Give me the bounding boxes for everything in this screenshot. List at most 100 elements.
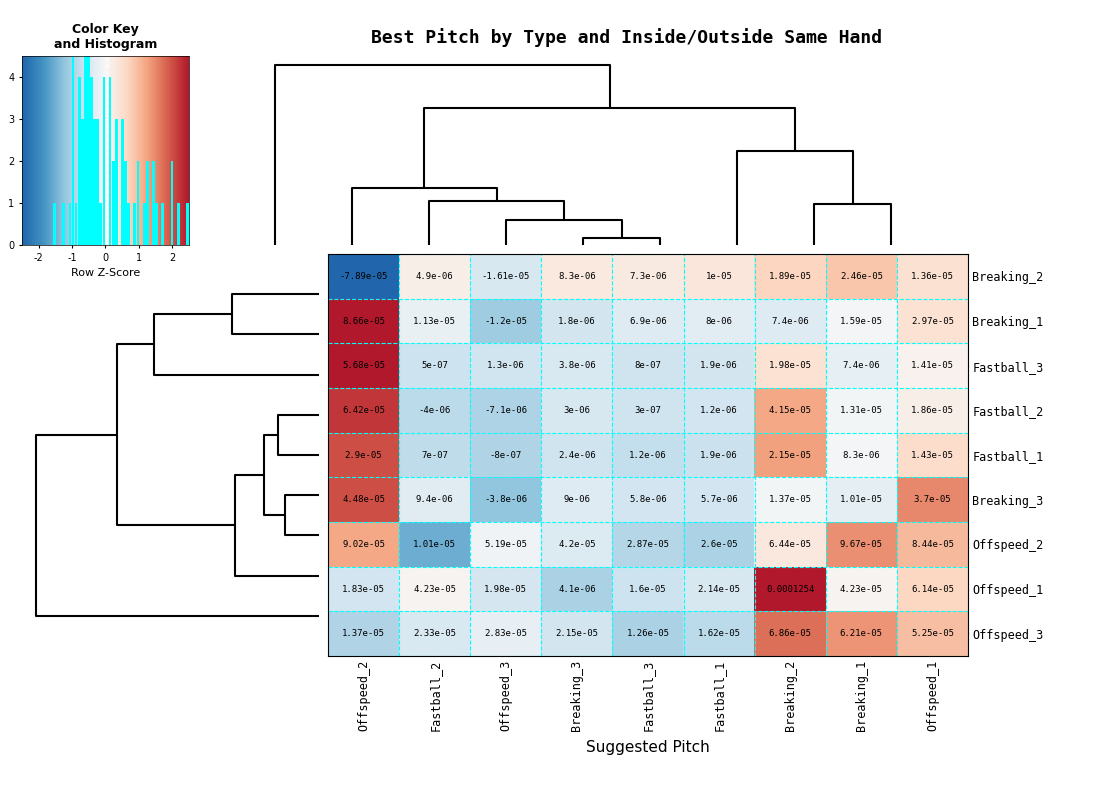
Text: 4.15e-05: 4.15e-05	[769, 406, 812, 415]
Text: 1.37e-05: 1.37e-05	[769, 495, 812, 504]
Text: 2.4e-06: 2.4e-06	[558, 450, 596, 459]
Text: 1.01e-05: 1.01e-05	[414, 540, 456, 549]
Text: 8.3e-06: 8.3e-06	[843, 450, 880, 459]
Bar	[143, 203, 145, 245]
Text: 1.37e-05: 1.37e-05	[342, 629, 385, 638]
Text: 1.8e-06: 1.8e-06	[558, 317, 596, 326]
Text: 5.68e-05: 5.68e-05	[342, 361, 385, 370]
Text: 1.9e-06: 1.9e-06	[701, 450, 738, 459]
Bar	[75, 203, 77, 245]
Text: 7.4e-06: 7.4e-06	[771, 317, 810, 326]
Bar	[72, 0, 75, 245]
X-axis label: Row Z-Score: Row Z-Score	[70, 268, 140, 278]
Text: 7.4e-06: 7.4e-06	[843, 361, 880, 370]
Text: 3.8e-06: 3.8e-06	[558, 361, 596, 370]
Text: 6.14e-05: 6.14e-05	[911, 585, 954, 594]
Bar	[112, 161, 114, 245]
Text: 8.3e-06: 8.3e-06	[558, 272, 596, 281]
Bar	[81, 119, 84, 245]
Text: 8e-06: 8e-06	[706, 317, 733, 326]
Text: 2.14e-05: 2.14e-05	[697, 585, 740, 594]
Text: 7.3e-06: 7.3e-06	[629, 272, 667, 281]
Bar	[128, 203, 130, 245]
Bar	[114, 119, 118, 245]
Text: 2.15e-05: 2.15e-05	[556, 629, 598, 638]
Text: 1.62e-05: 1.62e-05	[697, 629, 740, 638]
Bar	[170, 161, 174, 245]
Bar	[152, 161, 155, 245]
Text: 1.86e-05: 1.86e-05	[911, 406, 954, 415]
Text: -7.89e-05: -7.89e-05	[340, 272, 388, 281]
Text: 5.8e-06: 5.8e-06	[629, 495, 667, 504]
Text: 6.9e-06: 6.9e-06	[629, 317, 667, 326]
Text: 4.2e-05: 4.2e-05	[558, 540, 596, 549]
Text: 6.42e-05: 6.42e-05	[342, 406, 385, 415]
Text: 0.0001254: 0.0001254	[766, 585, 814, 594]
Text: 1.36e-05: 1.36e-05	[911, 272, 954, 281]
Text: 9.4e-06: 9.4e-06	[416, 495, 453, 504]
Bar	[186, 203, 189, 245]
Bar	[102, 77, 106, 245]
Text: 5e-07: 5e-07	[421, 361, 448, 370]
Text: -4e-06: -4e-06	[419, 406, 451, 415]
X-axis label: Suggested Pitch: Suggested Pitch	[586, 740, 710, 754]
Text: 9.02e-05: 9.02e-05	[342, 540, 385, 549]
Text: -3.8e-06: -3.8e-06	[484, 495, 527, 504]
Text: -7.1e-06: -7.1e-06	[484, 406, 527, 415]
Bar	[84, 0, 87, 245]
Text: 2.9e-05: 2.9e-05	[344, 450, 383, 459]
Bar	[87, 0, 90, 245]
Bar	[136, 161, 140, 245]
Text: 1.2e-06: 1.2e-06	[629, 450, 667, 459]
Text: 4.48e-05: 4.48e-05	[342, 495, 385, 504]
Bar	[155, 203, 158, 245]
Text: 6.86e-05: 6.86e-05	[769, 629, 812, 638]
Text: 6.21e-05: 6.21e-05	[839, 629, 883, 638]
Text: -1.2e-05: -1.2e-05	[484, 317, 527, 326]
Bar	[133, 203, 136, 245]
Bar	[146, 161, 148, 245]
Text: 1.3e-06: 1.3e-06	[487, 361, 525, 370]
Bar	[97, 119, 99, 245]
Title: Color Key
and Histogram: Color Key and Histogram	[54, 22, 157, 50]
Text: 8e-07: 8e-07	[635, 361, 661, 370]
Bar	[121, 119, 124, 245]
Text: 1.31e-05: 1.31e-05	[839, 406, 883, 415]
Text: 4.1e-06: 4.1e-06	[558, 585, 596, 594]
Bar	[124, 161, 126, 245]
Bar	[94, 119, 96, 245]
Text: 1.43e-05: 1.43e-05	[911, 450, 954, 459]
Text: 1.6e-05: 1.6e-05	[629, 585, 667, 594]
Text: -1.61e-05: -1.61e-05	[482, 272, 530, 281]
Text: 1.41e-05: 1.41e-05	[911, 361, 954, 370]
Text: 9e-06: 9e-06	[563, 495, 591, 504]
Bar	[78, 77, 80, 245]
Bar	[109, 77, 111, 245]
Y-axis label: Count: Count	[0, 134, 2, 167]
Text: 1.9e-06: 1.9e-06	[701, 361, 738, 370]
Text: 1.01e-05: 1.01e-05	[839, 495, 883, 504]
Text: 4.23e-05: 4.23e-05	[414, 585, 456, 594]
Text: 4.23e-05: 4.23e-05	[839, 585, 883, 594]
Text: 1.59e-05: 1.59e-05	[839, 317, 883, 326]
Text: -8e-07: -8e-07	[490, 450, 521, 459]
Text: 4.9e-06: 4.9e-06	[416, 272, 453, 281]
Text: 3e-06: 3e-06	[563, 406, 591, 415]
Text: 5.7e-06: 5.7e-06	[701, 495, 738, 504]
Text: 1.83e-05: 1.83e-05	[342, 585, 385, 594]
Text: 1e-05: 1e-05	[706, 272, 733, 281]
Text: 8.66e-05: 8.66e-05	[342, 317, 385, 326]
Text: 1.13e-05: 1.13e-05	[414, 317, 456, 326]
Text: 1.89e-05: 1.89e-05	[769, 272, 812, 281]
Bar	[53, 203, 56, 245]
Text: 1.2e-06: 1.2e-06	[701, 406, 738, 415]
Text: 9.67e-05: 9.67e-05	[839, 540, 883, 549]
Bar	[162, 203, 164, 245]
Bar	[177, 203, 179, 245]
Text: 1.98e-05: 1.98e-05	[769, 361, 812, 370]
Bar	[68, 203, 72, 245]
Text: 2.15e-05: 2.15e-05	[769, 450, 812, 459]
Text: 5.19e-05: 5.19e-05	[484, 540, 527, 549]
Text: 1.26e-05: 1.26e-05	[627, 629, 670, 638]
Text: 2.97e-05: 2.97e-05	[911, 317, 954, 326]
